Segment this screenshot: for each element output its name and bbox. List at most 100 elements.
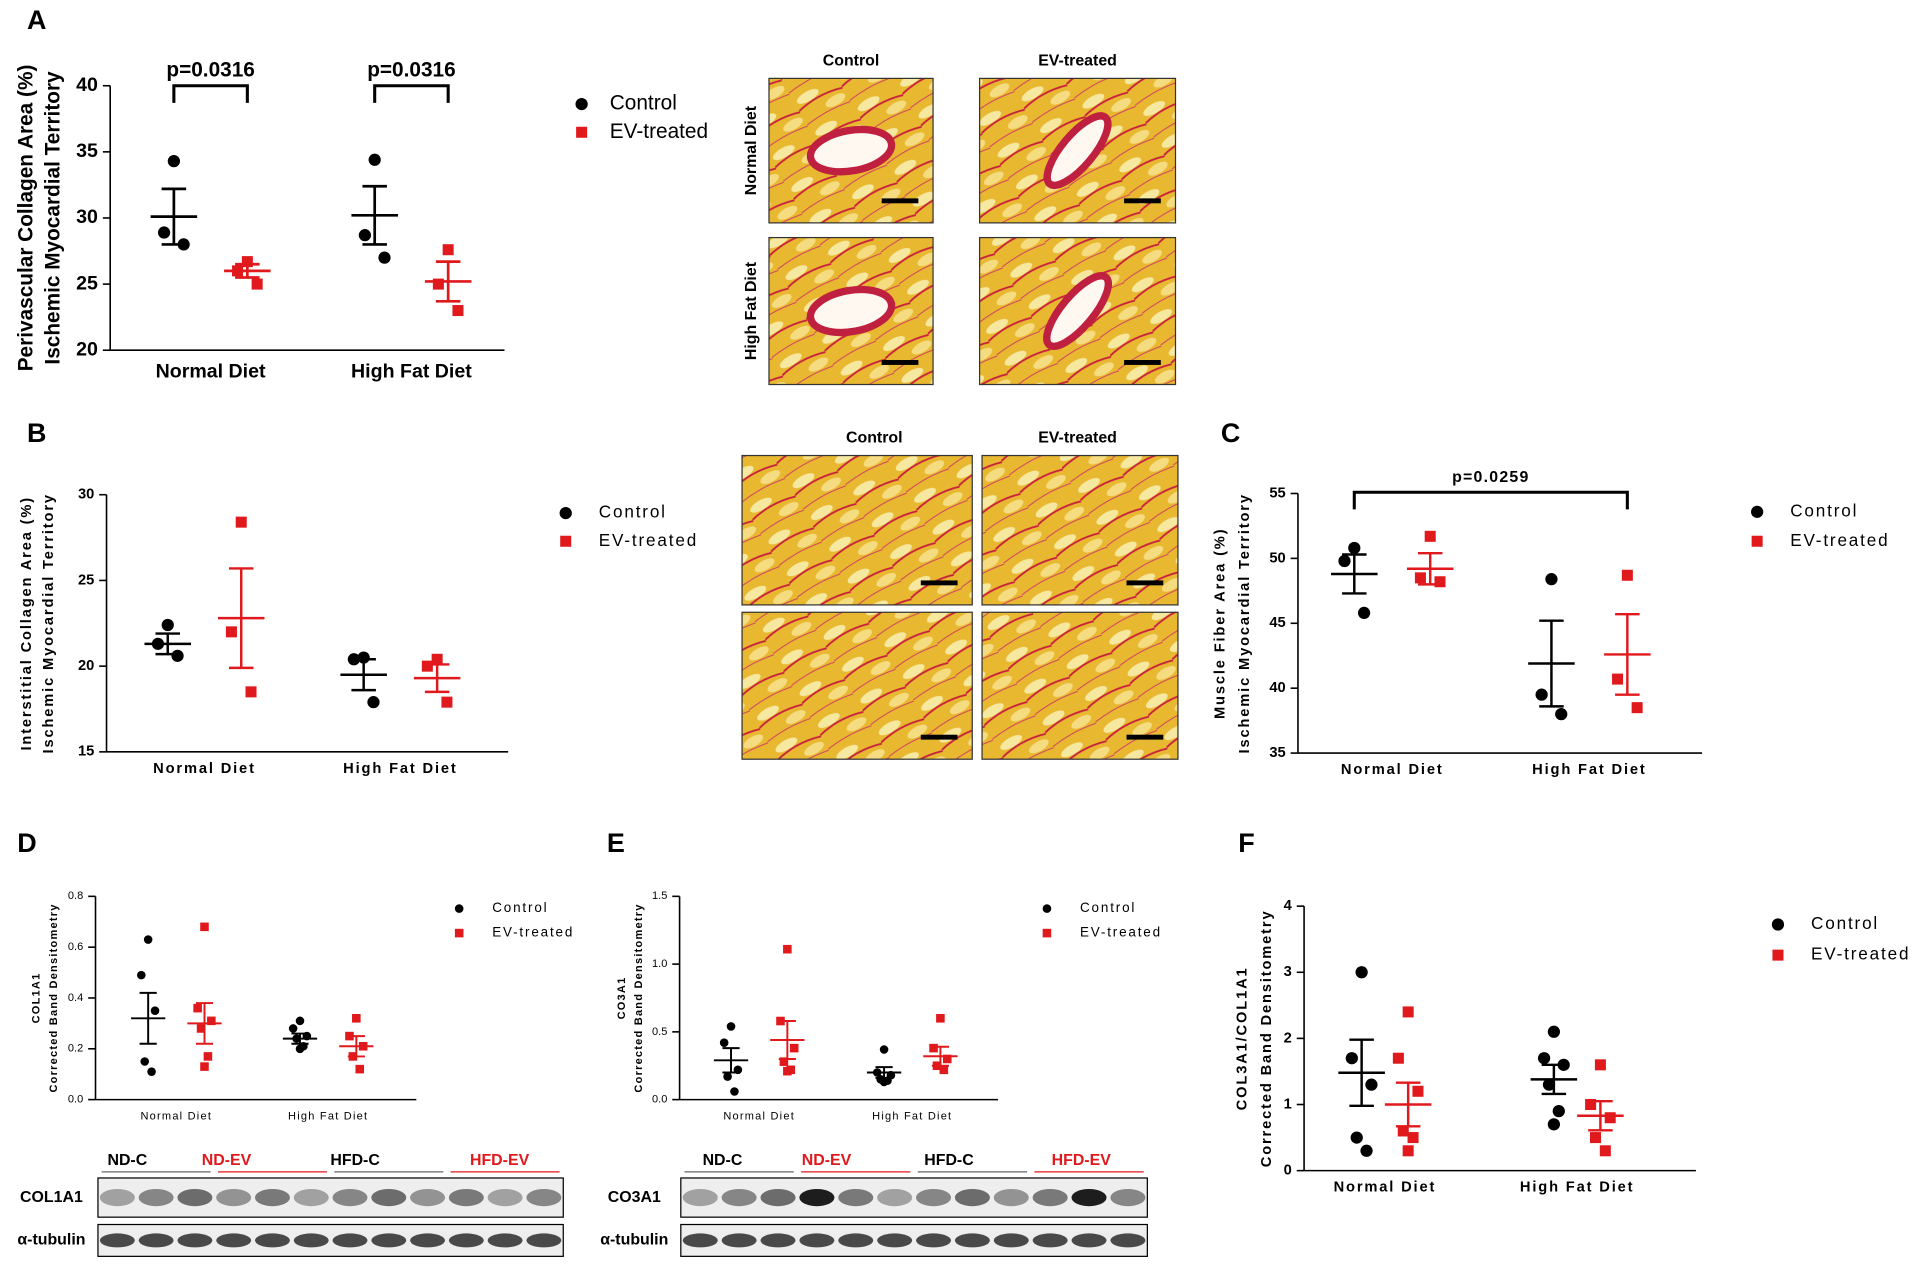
column-label: EV-treated xyxy=(1038,52,1117,69)
x-tick-label: High Fat Diet xyxy=(288,1111,368,1123)
data-point xyxy=(358,229,372,242)
data-point xyxy=(1599,1145,1611,1157)
y-tick-label: 3 xyxy=(1284,964,1292,980)
y-tick-label: 0.4 xyxy=(68,992,83,1004)
data-point xyxy=(421,660,433,672)
legend-marker xyxy=(575,97,588,111)
blot xyxy=(97,1223,564,1257)
y-tick-label: 0.5 xyxy=(652,1026,667,1038)
data-point xyxy=(171,649,184,662)
y-tick-label: 40 xyxy=(76,74,98,96)
band xyxy=(332,1233,368,1248)
sem-bar xyxy=(722,1047,740,1074)
data-point xyxy=(193,1003,202,1013)
legend-label: Control xyxy=(1811,913,1879,933)
y-axis-label: COL1A1 xyxy=(31,973,43,1024)
band-label: α-tubulin xyxy=(600,1232,668,1249)
row-label: High Fat Diet xyxy=(743,261,760,360)
data-point xyxy=(719,1038,729,1047)
data-point xyxy=(1542,1078,1556,1091)
lane-group-label: HFD-C xyxy=(330,1152,380,1169)
vessel xyxy=(1043,112,1112,190)
scale-bar xyxy=(1126,734,1164,740)
y-tick-label: 30 xyxy=(76,206,98,228)
y-axis-label: Muscle Fiber Area (%) xyxy=(1213,528,1229,719)
x-tick-label: High Fat Diet xyxy=(351,360,472,382)
band xyxy=(838,1233,874,1248)
band xyxy=(721,1233,757,1248)
legend-marker xyxy=(1751,535,1763,547)
data-point xyxy=(1612,673,1624,685)
sem-bar xyxy=(435,260,461,303)
sem-bar xyxy=(351,658,376,692)
vessel xyxy=(806,285,896,337)
band xyxy=(255,1188,290,1207)
legend-label: Control xyxy=(1790,500,1858,520)
sem-bar xyxy=(875,1066,893,1079)
y-tick-label: 15 xyxy=(78,744,94,760)
data-point xyxy=(203,1052,213,1061)
data-point xyxy=(1552,1105,1565,1118)
x-tick-label: High Fat Diet xyxy=(1532,762,1646,778)
data-point xyxy=(355,1064,365,1074)
legend-marker xyxy=(1772,949,1784,961)
lane-group-label: ND-C xyxy=(703,1152,743,1169)
legend-label: Control xyxy=(492,900,548,915)
x-tick-label: Normal Diet xyxy=(723,1111,795,1123)
data-point xyxy=(196,1024,206,1033)
data-point xyxy=(779,1057,789,1066)
data-point xyxy=(1547,1025,1560,1038)
blot xyxy=(680,1223,1148,1257)
data-point xyxy=(730,1087,739,1096)
band xyxy=(99,1233,135,1248)
band xyxy=(838,1188,874,1207)
data-point xyxy=(357,651,370,664)
data-point xyxy=(1545,573,1558,586)
data-point xyxy=(1397,1125,1409,1137)
data-point xyxy=(1594,1059,1606,1071)
band xyxy=(1110,1188,1146,1207)
data-point xyxy=(1402,1006,1414,1018)
scale-bar xyxy=(1126,580,1164,586)
x-tick-label: High Fat Diet xyxy=(872,1111,952,1123)
band xyxy=(138,1188,174,1207)
y-axis-label: COL3A1/COL1A1 xyxy=(1235,966,1251,1110)
data-point xyxy=(452,305,464,317)
y-tick-label: 1 xyxy=(1284,1096,1292,1112)
data-point xyxy=(1360,1144,1373,1157)
significance-bracket xyxy=(373,84,450,103)
band xyxy=(1032,1188,1068,1207)
sem-bar xyxy=(347,1035,365,1058)
data-point xyxy=(442,244,454,256)
data-point xyxy=(441,696,453,708)
data-point xyxy=(295,1016,305,1026)
band xyxy=(487,1233,523,1248)
y-tick-label: 35 xyxy=(1269,745,1285,761)
significance-bracket xyxy=(1352,490,1629,510)
y-axis-label: CO3A1 xyxy=(616,977,628,1020)
panel-letter: A xyxy=(27,5,46,35)
data-point xyxy=(200,922,209,932)
y-tick-label: 1.0 xyxy=(652,958,667,970)
data-point xyxy=(241,256,253,268)
data-point xyxy=(783,1066,792,1076)
legend-marker xyxy=(1042,928,1052,938)
column-label: EV-treated xyxy=(1038,430,1117,447)
sem-bar xyxy=(1342,553,1367,595)
band xyxy=(877,1188,913,1207)
band xyxy=(954,1188,990,1207)
band xyxy=(448,1233,484,1248)
legend-marker xyxy=(559,506,572,520)
data-point xyxy=(723,1072,732,1081)
sem-bar xyxy=(155,632,180,656)
x-tick-label: High Fat Diet xyxy=(343,761,457,777)
sem-bar xyxy=(291,1032,309,1045)
data-point xyxy=(1348,541,1361,555)
band xyxy=(916,1233,952,1248)
data-point xyxy=(1402,1145,1414,1157)
x-tick-label: Normal Diet xyxy=(1334,1180,1437,1196)
legend-label: Control xyxy=(610,92,677,115)
legend-marker xyxy=(560,535,572,547)
data-point xyxy=(1407,1132,1419,1144)
data-point xyxy=(1424,530,1436,542)
